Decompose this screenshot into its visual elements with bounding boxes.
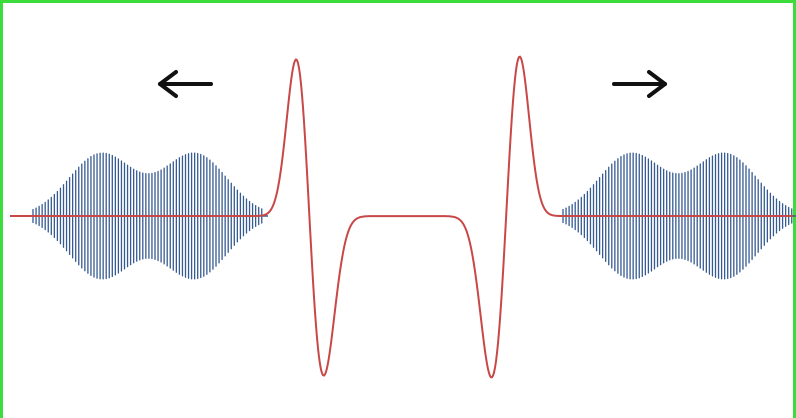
red-center-waveform xyxy=(10,55,793,379)
left-arrow xyxy=(158,70,213,98)
right-arrow xyxy=(612,70,667,98)
